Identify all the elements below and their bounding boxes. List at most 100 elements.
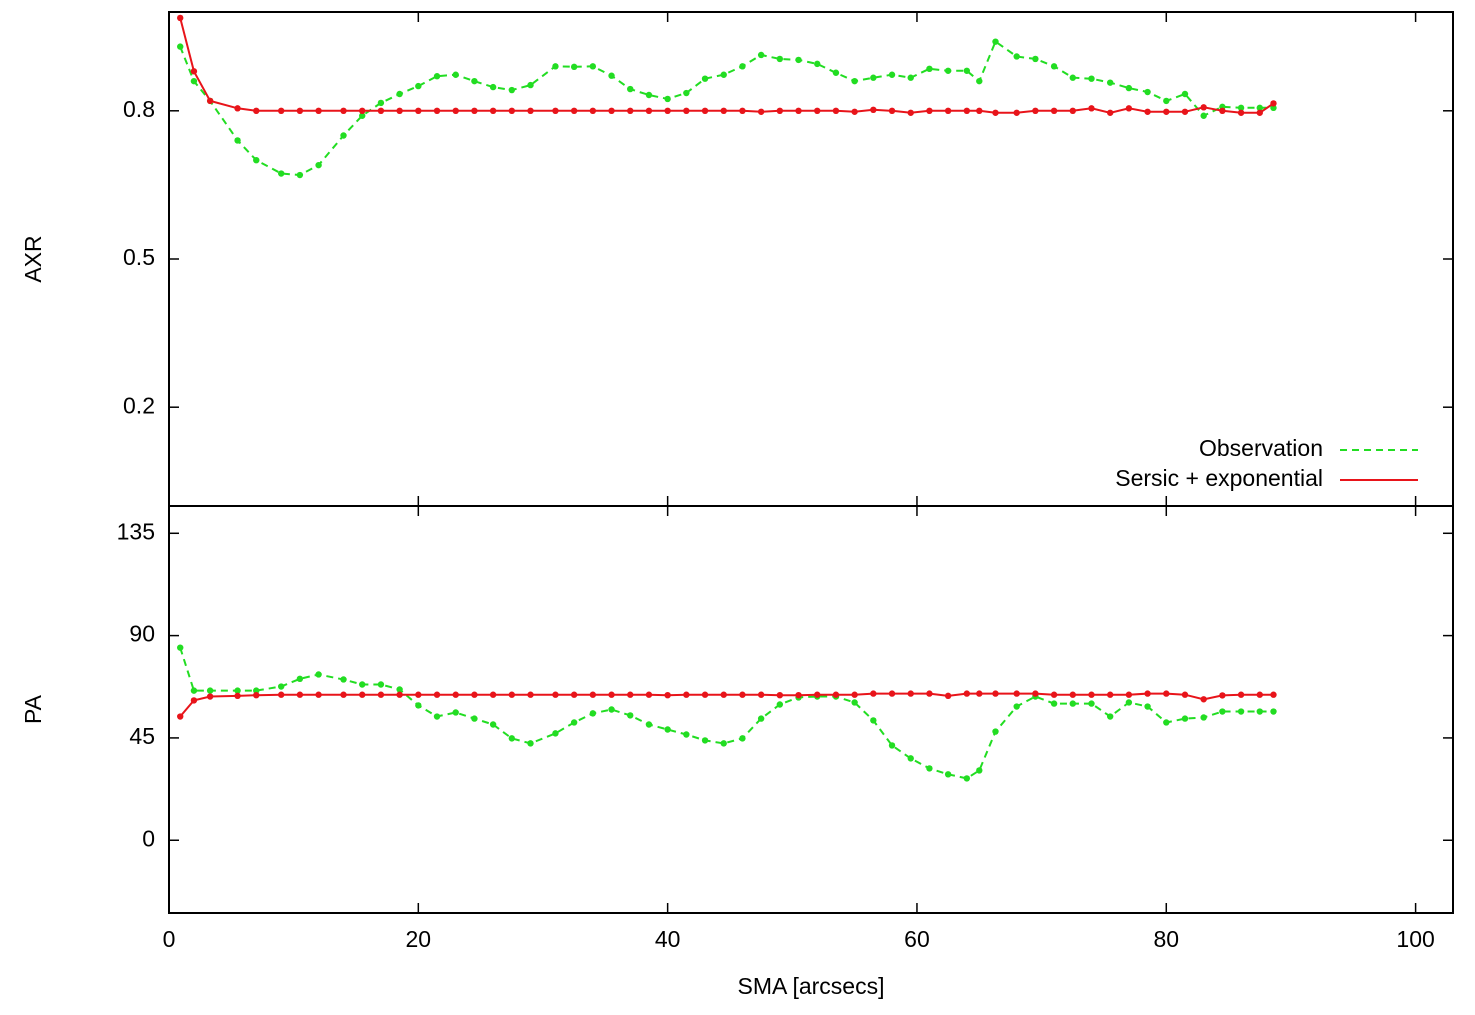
data-point — [589, 691, 597, 698]
legend-label: Sersic + exponential — [1115, 465, 1323, 491]
data-point — [1181, 90, 1189, 98]
data-point — [627, 712, 634, 719]
data-point — [992, 728, 999, 735]
data-point — [570, 107, 578, 115]
data-point — [1163, 719, 1170, 726]
data-point — [832, 691, 840, 698]
data-point — [944, 692, 952, 700]
data-point — [739, 63, 746, 70]
data-point — [1050, 107, 1058, 115]
data-point — [508, 107, 516, 115]
data-point — [1032, 55, 1039, 63]
data-point — [683, 89, 690, 97]
data-point — [1200, 112, 1207, 119]
x-tick-label: 0 — [163, 926, 176, 952]
data-point — [1050, 700, 1058, 707]
data-point — [570, 719, 578, 726]
data-point — [1032, 690, 1039, 697]
data-point — [664, 726, 671, 733]
data-point — [527, 107, 534, 115]
data-point — [645, 107, 653, 115]
plot-frame — [168, 505, 1454, 914]
data-point — [851, 108, 858, 115]
data-point — [627, 107, 634, 115]
data-point — [1125, 691, 1133, 698]
data-point — [1163, 690, 1170, 697]
data-point — [944, 107, 952, 115]
data-point — [1088, 700, 1095, 707]
data-point — [190, 77, 198, 85]
data-point — [415, 702, 422, 709]
data-point — [359, 691, 366, 698]
data-point — [608, 691, 615, 698]
data-point — [315, 107, 322, 115]
data-point — [992, 109, 999, 116]
data-point — [888, 107, 896, 115]
data-point — [433, 691, 441, 698]
data-point — [552, 107, 559, 115]
data-point — [190, 697, 198, 704]
data-point — [489, 83, 497, 91]
data-point — [1013, 703, 1020, 710]
data-point — [177, 43, 184, 50]
data-point — [739, 735, 746, 742]
data-point — [1181, 108, 1189, 115]
x-tick-label: 80 — [1153, 926, 1179, 952]
data-point — [190, 687, 198, 694]
data-point — [976, 107, 983, 115]
data-point — [1069, 691, 1076, 698]
data-point — [471, 691, 478, 698]
data-point — [1088, 75, 1095, 82]
data-point — [340, 107, 347, 115]
data-point — [396, 107, 403, 115]
data-point — [508, 735, 516, 742]
data-point — [206, 687, 214, 694]
data-point — [739, 691, 746, 698]
data-point — [589, 63, 597, 70]
data-point — [315, 691, 322, 698]
data-point — [1013, 53, 1020, 60]
data-point — [851, 699, 858, 706]
data-point — [776, 107, 784, 115]
data-point — [253, 157, 260, 164]
data-point — [177, 14, 184, 22]
data-point — [296, 171, 304, 179]
data-point — [776, 691, 784, 699]
x-tick-label: 40 — [655, 926, 681, 952]
y-tick-label: 135 — [117, 518, 155, 544]
data-point — [944, 67, 952, 74]
data-point — [1219, 692, 1226, 699]
data-point — [277, 170, 285, 177]
data-point — [992, 690, 999, 697]
y-tick-label: 0.8 — [123, 96, 155, 122]
data-point — [1200, 696, 1207, 703]
data-point — [277, 691, 285, 698]
data-point — [645, 721, 653, 728]
series-line — [179, 647, 1274, 780]
data-point — [253, 107, 260, 115]
data-point — [489, 721, 497, 728]
data-point — [851, 691, 858, 698]
data-point — [907, 690, 914, 697]
data-point — [1106, 79, 1114, 86]
data-point — [570, 63, 578, 71]
data-point — [888, 71, 896, 78]
data-point — [377, 691, 385, 698]
data-point — [489, 691, 497, 698]
data-point — [277, 683, 285, 690]
data-point — [776, 701, 784, 708]
data-point — [1144, 108, 1151, 115]
data-point — [757, 108, 765, 115]
data-point — [907, 74, 914, 81]
data-point — [963, 775, 971, 782]
data-point — [1237, 104, 1245, 112]
data-point — [1013, 690, 1020, 697]
data-point — [1050, 63, 1058, 70]
data-point — [870, 106, 877, 114]
data-point — [627, 691, 634, 698]
data-point — [814, 691, 821, 698]
data-point — [1163, 108, 1170, 115]
x-tick-label: 60 — [904, 926, 930, 952]
data-point — [527, 81, 534, 89]
